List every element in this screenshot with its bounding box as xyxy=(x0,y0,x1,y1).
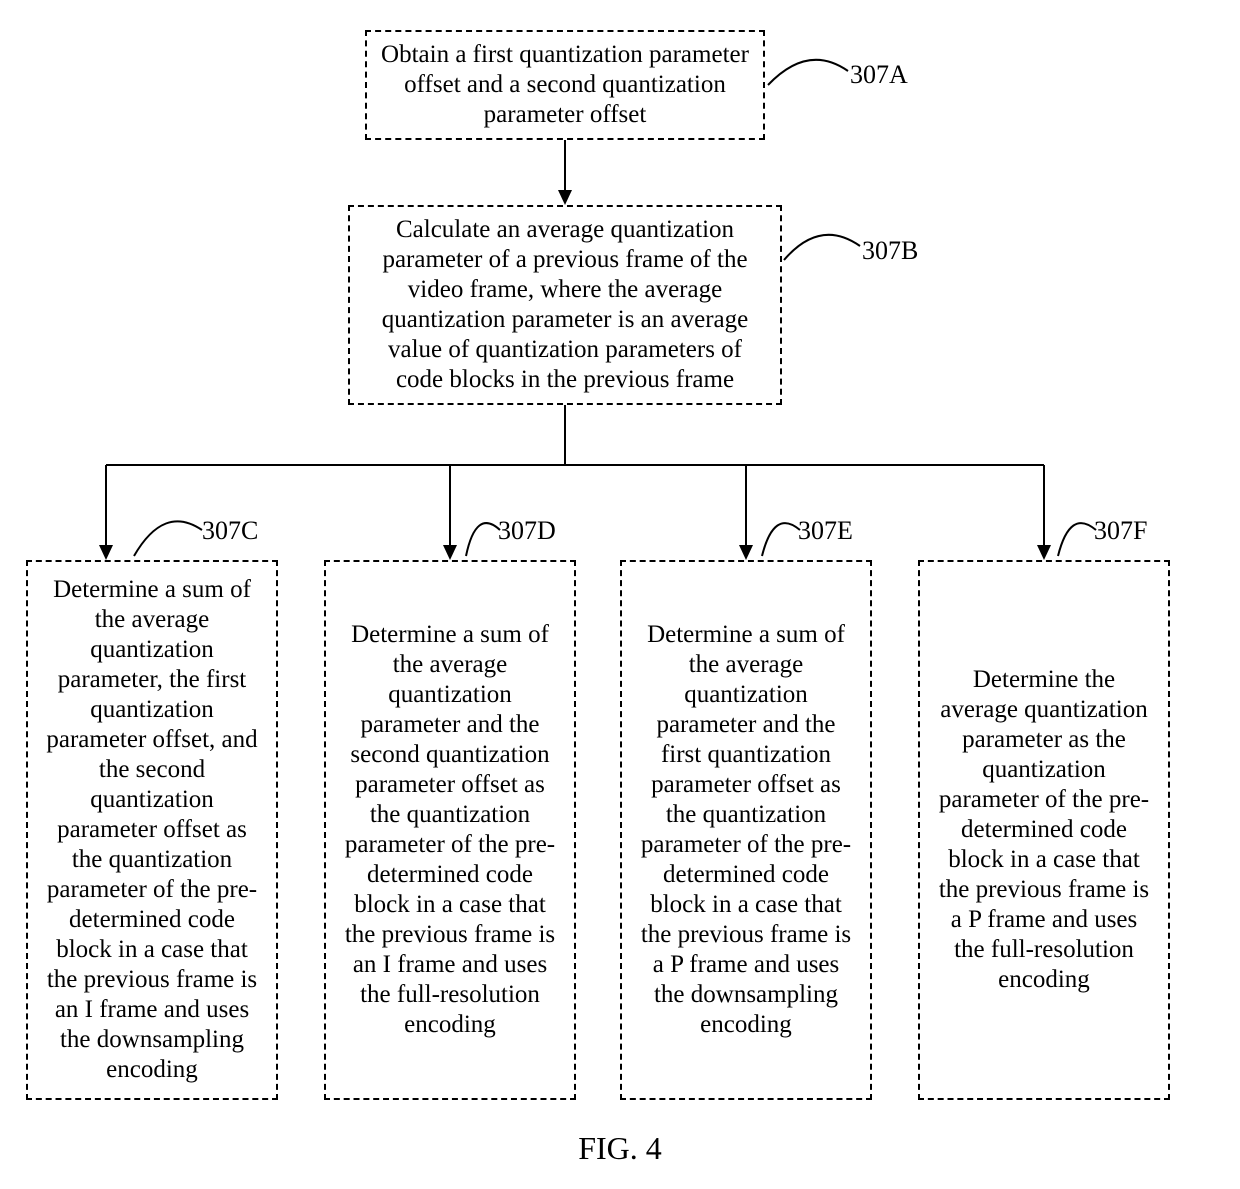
label-d-connector xyxy=(466,516,502,560)
flowchart-box-e: Determine a sum of the average quantizat… xyxy=(620,560,872,1100)
label-e-connector xyxy=(762,516,802,560)
label-f-connector xyxy=(1058,516,1098,560)
box-d-label: 307D xyxy=(498,516,556,546)
box-a-text: Obtain a first quantization parameter of… xyxy=(381,40,749,130)
figure-caption: FIG. 4 xyxy=(0,1130,1240,1167)
flowchart-box-c: Determine a sum of the average quantizat… xyxy=(26,560,278,1100)
box-c-text: Determine a sum of the average quantizat… xyxy=(42,575,262,1085)
box-c-label: 307C xyxy=(202,516,258,546)
flowchart-box-f: Determine the average quantization param… xyxy=(918,560,1170,1100)
flowchart-box-a: Obtain a first quantization parameter of… xyxy=(365,30,765,140)
box-e-label: 307E xyxy=(798,516,853,546)
box-f-label: 307F xyxy=(1094,516,1147,546)
box-d-text: Determine a sum of the average quantizat… xyxy=(340,620,560,1040)
arrow-a-to-b xyxy=(558,140,572,205)
box-b-text: Calculate an average quantization parame… xyxy=(364,215,766,395)
label-b-connector xyxy=(784,230,862,270)
box-f-text: Determine the average quantization param… xyxy=(934,665,1154,995)
label-a-connector xyxy=(768,55,850,95)
branches xyxy=(0,405,1240,565)
flowchart-box-b: Calculate an average quantization parame… xyxy=(348,205,782,405)
flowchart-box-d: Determine a sum of the average quantizat… xyxy=(324,560,576,1100)
box-b-label: 307B xyxy=(862,236,918,266)
box-e-text: Determine a sum of the average quantizat… xyxy=(636,620,856,1040)
label-c-connector xyxy=(134,516,204,560)
box-a-label: 307A xyxy=(850,60,908,90)
